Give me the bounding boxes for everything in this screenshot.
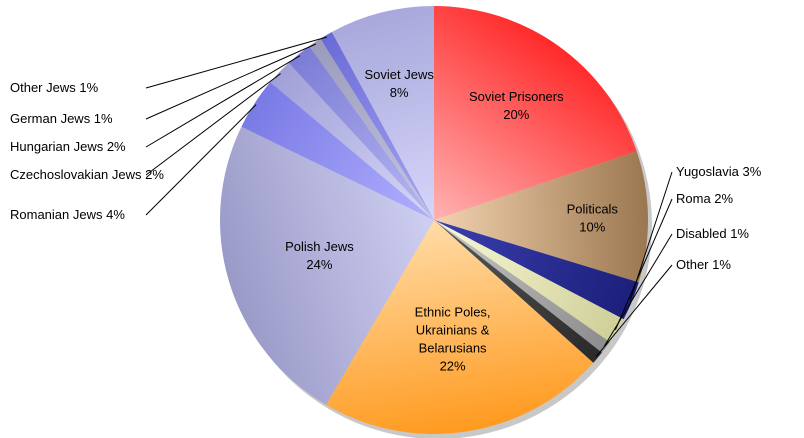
slice-ethnic-poles-ukrainians-belarusians xyxy=(326,220,594,434)
slice-other-jews xyxy=(320,31,434,221)
slice-hungarian-jews xyxy=(288,46,434,221)
slice-politicals xyxy=(434,151,648,283)
slice-yugoslavia xyxy=(434,220,639,320)
outside-label-romanian-jews: Romanian Jews 4% xyxy=(10,207,125,222)
leader-czechoslovakian-jews xyxy=(145,73,281,176)
slice-roma xyxy=(434,220,624,342)
slice-czechoslovakian-jews xyxy=(270,62,434,220)
slice-soviet-prisoners xyxy=(434,6,637,220)
slice-romanian-jews xyxy=(241,82,434,220)
outside-label-german-jews: German Jews 1% xyxy=(10,111,113,126)
slice-disabled xyxy=(434,220,610,353)
outside-label-roma: Roma 2% xyxy=(676,191,734,206)
outside-label-other: Other 1% xyxy=(676,257,731,272)
leader-romanian-jews xyxy=(145,104,257,216)
leader-other-jews xyxy=(145,36,328,89)
leader-roma xyxy=(614,198,673,330)
slice-other xyxy=(434,220,602,363)
leader-disabled xyxy=(603,233,673,347)
slice-label-polish-jews: Polish Jews 24% xyxy=(285,239,354,272)
leader-lines xyxy=(145,36,673,357)
outside-label-other-jews: Other Jews 1% xyxy=(10,80,99,95)
slice-label-ethnic-poles-ukrainians-belarusians: Ethnic Poles, Ukrainians & Belarusians 22% xyxy=(415,304,491,373)
outside-label-czechoslovakian-jews: Czechoslovakian Jews 2% xyxy=(10,167,164,182)
slice-label-soviet-jews: Soviet Jews 8% xyxy=(365,67,435,100)
leader-german-jews xyxy=(145,43,317,120)
slice-polish-jews xyxy=(220,126,434,405)
slice-soviet-jews xyxy=(331,6,434,220)
slice-german-jews xyxy=(309,38,434,220)
slice-label-soviet-prisoners: Soviet Prisoners 20% xyxy=(469,89,564,122)
leader-hungarian-jews xyxy=(145,55,301,148)
leader-other xyxy=(595,264,673,357)
pie-slices xyxy=(220,6,648,434)
outside-label-yugoslavia: Yugoslavia 3% xyxy=(676,164,762,179)
slice-label-politicals: Politicals 10% xyxy=(567,202,619,235)
slice-labels: Soviet Prisoners 20% Politicals 10% Ethnic P… xyxy=(10,67,762,373)
outside-label-hungarian-jews: Hungarian Jews 2% xyxy=(10,139,126,154)
outside-label-disabled: Disabled 1% xyxy=(676,226,749,241)
